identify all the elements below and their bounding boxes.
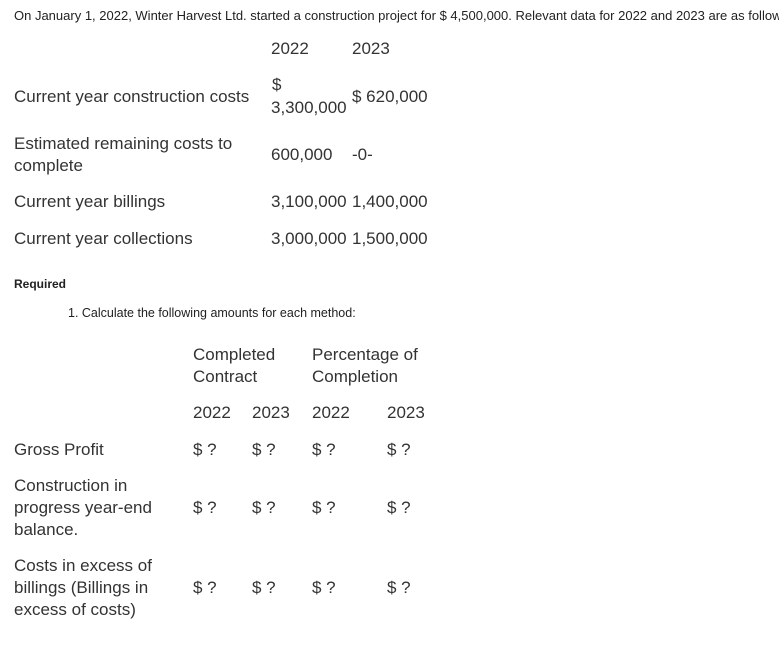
cip-label-line2: progress year-end: [14, 498, 152, 517]
excess-poc-2022[interactable]: $ ?: [312, 578, 336, 597]
gross-profit-cc-2022[interactable]: $ ?: [193, 440, 217, 459]
method-percentage-completion-line1: Percentage of: [312, 345, 418, 364]
row-billings-2023: 1,400,000: [352, 192, 428, 211]
cip-poc-2022[interactable]: $ ?: [312, 498, 336, 517]
row-remaining-costs-label-line2: complete: [14, 156, 83, 175]
cip-poc-2023[interactable]: $ ?: [387, 498, 411, 517]
row-billings-2022: 3,100,000: [271, 192, 347, 211]
excess-cc-2023[interactable]: $ ?: [252, 578, 276, 597]
row-remaining-costs-2022: 600,000: [271, 145, 333, 164]
cip-cc-2023[interactable]: $ ?: [252, 498, 276, 517]
row-collections-label: Current year collections: [14, 229, 193, 248]
answer-year-cc-2022: 2022: [193, 403, 231, 422]
answer-year-cc-2023: 2023: [252, 403, 290, 422]
gross-profit-poc-2023[interactable]: $ ?: [387, 440, 411, 459]
gross-profit-label: Gross Profit: [14, 440, 104, 459]
row-remaining-costs-2023: -0-: [352, 145, 373, 164]
data-year-header-2022: 2022: [271, 39, 309, 58]
row-collections-2023: 1,500,000: [352, 229, 428, 248]
answer-year-poc-2022: 2022: [312, 403, 350, 422]
cip-label-line1: Construction in: [14, 476, 128, 495]
method-completed-contract-line2: Contract: [193, 367, 258, 386]
cip-cc-2022[interactable]: $ ?: [193, 498, 217, 517]
question-1: 1. Calculate the following amounts for e…: [68, 306, 356, 320]
gross-profit-cc-2023[interactable]: $ ?: [252, 440, 276, 459]
cip-label-line3: balance.: [14, 520, 79, 539]
gross-profit-poc-2022[interactable]: $ ?: [312, 440, 336, 459]
row-billings-label: Current year billings: [14, 192, 166, 211]
row-remaining-costs-label-line1: Estimated remaining costs to: [14, 134, 233, 153]
row-construction-costs-2023: $ 620,000: [352, 87, 428, 106]
method-completed-contract-line1: Completed: [193, 345, 276, 364]
excess-cc-2022[interactable]: $ ?: [193, 578, 217, 597]
row-construction-costs-label: Current year construction costs: [14, 87, 250, 106]
answer-year-poc-2023: 2023: [387, 403, 425, 422]
excess-poc-2023[interactable]: $ ?: [387, 578, 411, 597]
excess-label-line3: excess of costs): [14, 600, 136, 619]
intro-text: On January 1, 2022, Winter Harvest Ltd. …: [14, 8, 779, 23]
data-year-header-2023: 2023: [352, 39, 390, 58]
required-heading: Required: [14, 277, 67, 291]
row-collections-2022: 3,000,000: [271, 229, 347, 248]
excess-label-line1: Costs in excess of: [14, 556, 152, 575]
row-construction-costs-2022: 3,300,000: [271, 98, 347, 117]
method-percentage-completion-line2: Completion: [312, 367, 398, 386]
row-construction-costs-2022-symbol: $: [272, 75, 282, 94]
excess-label-line2: billings (Billings in: [14, 578, 149, 597]
